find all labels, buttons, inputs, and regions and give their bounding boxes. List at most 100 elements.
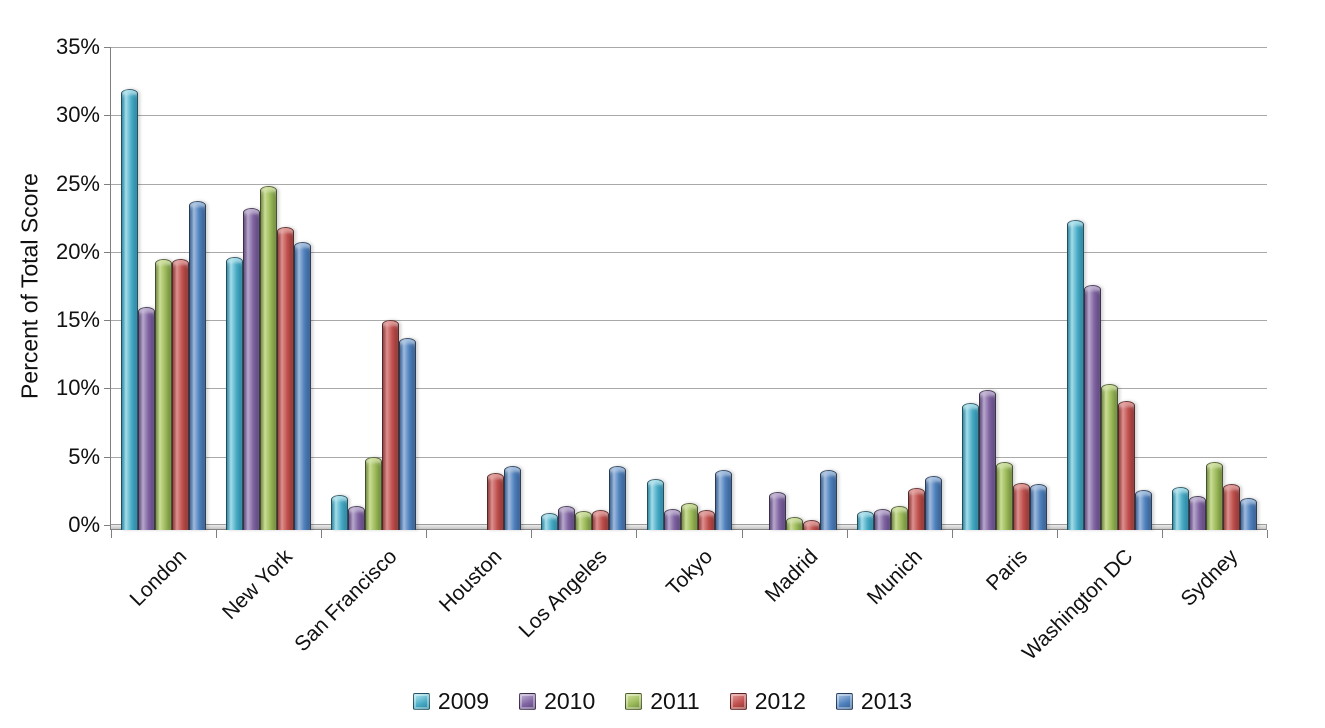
legend-item-2009: 2009	[412, 688, 490, 715]
x-category-label-new-york: New York	[217, 545, 297, 624]
bar-washington-dc-2012	[1117, 400, 1135, 530]
bar-madrid-2013	[819, 470, 837, 530]
legend-marker-2012	[729, 693, 747, 710]
x-category-label-houston: Houston	[435, 545, 507, 617]
legend-label-2009: 2009	[437, 688, 490, 714]
bar-washington-dc-2011	[1100, 384, 1118, 530]
bar-paris-2013	[1029, 484, 1047, 530]
bar-london-2009	[121, 89, 139, 530]
plot-area	[104, 47, 1268, 538]
bar-london-2012	[172, 258, 190, 530]
x-axis-tick	[426, 530, 428, 538]
gridline-30%	[111, 115, 1267, 117]
bar-san-francisco-2010	[348, 505, 366, 530]
bar-san-francisco-2009	[331, 494, 349, 530]
y-tick-label: 10%	[55, 375, 100, 401]
bar-los-angeles-2010	[558, 505, 576, 530]
x-axis-tick	[636, 530, 638, 538]
x-axis-tick	[951, 530, 953, 538]
x-category-label-tokyo: Tokyo	[661, 545, 717, 601]
bar-new-york-2009	[226, 257, 244, 530]
x-axis-tick	[531, 530, 533, 538]
gridline-15%	[111, 320, 1267, 322]
legend-item-2011: 2011	[625, 688, 700, 715]
x-axis-tick	[216, 530, 218, 538]
x-axis-tick	[1056, 530, 1058, 538]
legend-marker-2010	[519, 693, 537, 710]
x-axis-tick	[1161, 530, 1163, 538]
legend-marker-2013	[835, 693, 853, 710]
y-tick-label: 5%	[68, 443, 100, 469]
y-tick-label: 25%	[55, 170, 100, 196]
bar-houston-2012	[487, 473, 505, 530]
x-axis-tick	[321, 530, 323, 538]
bar-munich-2012	[907, 488, 925, 530]
x-category-label-london: London	[125, 545, 192, 611]
bar-munich-2009	[856, 511, 874, 530]
y-axis-title: Percent of Total Score	[16, 173, 43, 399]
gridline-5%	[111, 456, 1267, 458]
bar-tokyo-2009	[646, 478, 664, 530]
gridline-25%	[111, 183, 1267, 185]
y-tick-label: 30%	[55, 102, 100, 128]
bar-tokyo-2010	[663, 508, 681, 530]
bar-new-york-2012	[277, 227, 295, 530]
y-axis-tick	[104, 320, 111, 322]
bar-houston-2013	[504, 466, 522, 530]
legend-label-2010: 2010	[544, 688, 596, 714]
y-tick-label: 20%	[55, 238, 100, 264]
x-category-label-sydney: Sydney	[1176, 545, 1243, 611]
x-category-label-munich: Munich	[862, 545, 928, 610]
bar-los-angeles-2013	[609, 466, 627, 530]
x-axis-tick	[111, 530, 112, 538]
x-category-label-los-angeles: Los Angeles	[514, 545, 612, 643]
bar-madrid-2010	[768, 492, 786, 530]
bar-tokyo-2012	[697, 509, 715, 530]
y-tick-label: 15%	[55, 307, 100, 333]
legend-label-2012: 2012	[754, 688, 806, 714]
y-axis-tick	[104, 47, 111, 48]
gridline-20%	[111, 251, 1267, 253]
legend-item-2013: 2013	[835, 688, 913, 715]
legend-label-2013: 2013	[860, 688, 913, 714]
legend-item-2012: 2012	[729, 688, 806, 715]
bar-paris-2009	[961, 403, 979, 530]
bar-new-york-2010	[243, 208, 261, 530]
legend-item-2010: 2010	[519, 688, 595, 715]
y-axis-tick	[104, 251, 111, 253]
y-axis-tick	[104, 388, 111, 390]
y-axis-tick	[104, 183, 111, 185]
bar-sydney-2011	[1205, 462, 1223, 530]
bar-london-2010	[138, 306, 156, 530]
x-axis-tick	[846, 530, 848, 538]
bar-paris-2010	[978, 389, 996, 530]
x-axis-tick	[741, 530, 743, 538]
bar-new-york-2011	[260, 186, 278, 530]
bar-sydney-2009	[1171, 486, 1189, 530]
y-axis-tick	[104, 525, 111, 526]
legend-marker-2011	[625, 693, 643, 710]
bar-los-angeles-2012	[592, 509, 610, 530]
bar-sydney-2012	[1222, 484, 1240, 530]
bar-tokyo-2011	[680, 503, 698, 530]
bar-san-francisco-2012	[382, 320, 400, 530]
y-axis-tick	[104, 115, 111, 117]
x-category-label-washington-dc: Washington DC	[1017, 545, 1138, 665]
bar-los-angeles-2011	[575, 511, 593, 530]
bar-los-angeles-2009	[541, 512, 559, 530]
bar-sydney-2013	[1239, 497, 1257, 530]
bar-paris-2012	[1012, 482, 1030, 530]
x-category-label-madrid: Madrid	[760, 545, 822, 607]
bar-washington-dc-2013	[1134, 489, 1152, 530]
y-axis-tick	[104, 456, 111, 458]
bar-new-york-2013	[294, 242, 312, 530]
bar-san-francisco-2011	[365, 456, 383, 530]
bar-london-2011	[155, 258, 173, 530]
bar-washington-dc-2009	[1066, 220, 1084, 530]
y-tick-label: 0%	[68, 512, 100, 537]
bar-madrid-2012	[802, 519, 820, 530]
bar-washington-dc-2010	[1083, 284, 1101, 530]
bar-paris-2011	[995, 462, 1013, 530]
bar-munich-2010	[873, 508, 891, 530]
bar-london-2013	[189, 201, 207, 530]
